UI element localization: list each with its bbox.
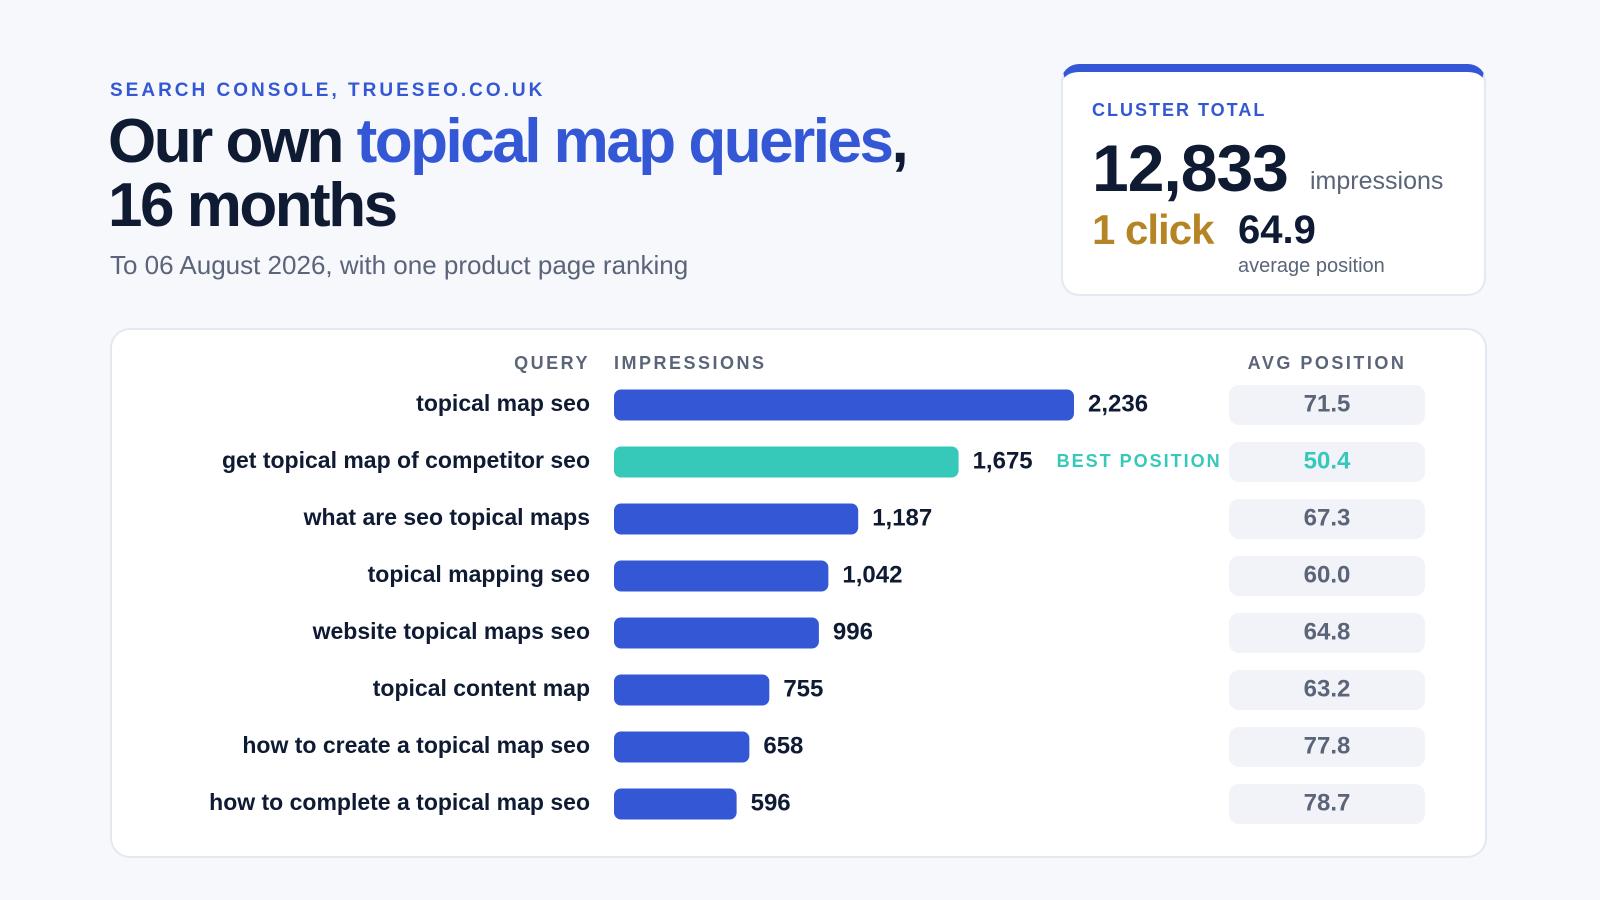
- impressions-value-label: 996: [833, 618, 873, 645]
- column-header-impressions: IMPRESSIONS: [614, 353, 767, 373]
- query-label: topical map seo: [416, 390, 590, 416]
- impressions-bar: [614, 731, 750, 763]
- avg-position-pill: [1229, 784, 1425, 824]
- column-header-query: QUERY: [514, 353, 590, 373]
- impressions-value-label: 755: [783, 675, 823, 702]
- avg-position-value: 77.8: [1304, 732, 1351, 759]
- avg-position-pill: [1229, 727, 1425, 767]
- total-clicks: 1 click: [1092, 206, 1214, 253]
- avg-position-pill: [1229, 556, 1425, 596]
- best-position-tag: BEST POSITION: [1057, 451, 1222, 471]
- avg-position-pill: [1229, 442, 1425, 482]
- title-part-1: Our own: [108, 107, 357, 176]
- avg-position-pill: [1229, 670, 1425, 710]
- query-label: website topical maps seo: [312, 618, 590, 644]
- query-label: get topical map of competitor seo: [222, 447, 590, 473]
- avg-position-value: 71.5: [1304, 390, 1351, 417]
- query-label: topical content map: [373, 675, 590, 701]
- impressions-value-label: 596: [751, 789, 791, 816]
- impressions-bar: [614, 503, 859, 535]
- impressions-bar-chart: QUERY IMPRESSIONS AVG POSITION topical map …: [209, 353, 1425, 824]
- impressions-value-label: 1,675: [973, 447, 1033, 474]
- impressions-bar: [614, 446, 959, 478]
- avg-position-value: 63.2: [1304, 675, 1351, 702]
- title-accent: topical map queries: [356, 107, 894, 176]
- total-impressions: 12,833: [1092, 131, 1289, 205]
- avg-position-pill: [1229, 385, 1425, 425]
- impressions-unit: impressions: [1310, 167, 1444, 195]
- query-label: topical mapping seo: [368, 561, 590, 587]
- avg-position-value: 67.3: [1304, 504, 1351, 531]
- average-position-label: average position: [1238, 255, 1385, 277]
- query-label: how to create a topical map seo: [242, 732, 590, 758]
- title-line-1: Our own topical map queries,: [108, 107, 909, 176]
- average-position-value: 64.9: [1238, 208, 1316, 252]
- subtitle: To 06 August 2026, with one product page…: [110, 250, 689, 280]
- title-line-2: 16 months: [108, 171, 398, 240]
- impressions-bar: [614, 674, 770, 706]
- eyebrow: SEARCH CONSOLE, TRUESEO.CO.UK: [110, 80, 546, 101]
- avg-position-value: 60.0: [1304, 561, 1351, 588]
- impressions-bar: [614, 617, 819, 649]
- impressions-bar: [614, 788, 737, 820]
- column-header-avg-position: AVG POSITION: [1248, 353, 1407, 373]
- impressions-bar: [614, 389, 1074, 421]
- title-part-2: ,: [891, 107, 908, 176]
- query-label: how to complete a topical map seo: [209, 789, 590, 815]
- query-label: what are seo topical maps: [303, 504, 590, 530]
- avg-position-pill: [1229, 499, 1425, 539]
- impressions-value-label: 658: [763, 732, 803, 759]
- impressions-value-label: 2,236: [1088, 390, 1148, 417]
- impressions-bar: [614, 560, 829, 592]
- cluster-total-label: CLUSTER TOTAL: [1092, 100, 1267, 120]
- avg-position-pill: [1229, 613, 1425, 653]
- impressions-value-label: 1,042: [842, 561, 902, 588]
- avg-position-value: 50.4: [1304, 447, 1351, 474]
- cluster-total-card: CLUSTER TOTAL 12,833 impressions 1 click…: [1061, 64, 1486, 296]
- page-title: Our own topical map queries, 16 months: [108, 107, 909, 240]
- avg-position-value: 78.7: [1304, 789, 1351, 816]
- chart-card: QUERY IMPRESSIONS AVG POSITION topical map …: [110, 328, 1487, 858]
- avg-position-value: 64.8: [1304, 618, 1351, 645]
- impressions-value-label: 1,187: [872, 504, 932, 531]
